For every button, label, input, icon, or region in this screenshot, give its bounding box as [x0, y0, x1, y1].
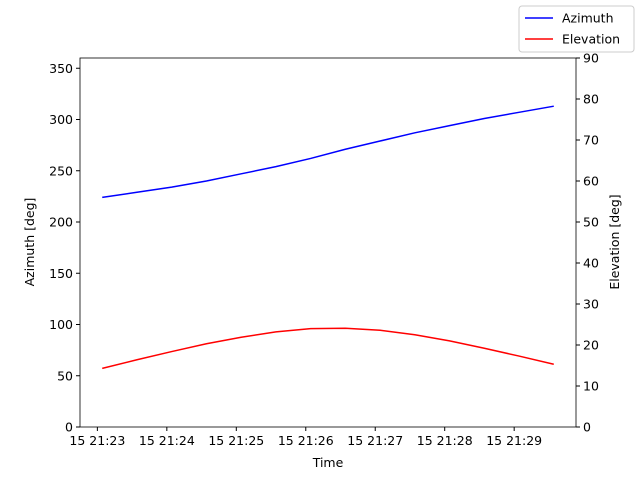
y-tick-label: 0: [65, 420, 73, 435]
series-line: [102, 105, 554, 199]
x-axis-label: Time: [312, 455, 344, 470]
plot-frame: [79, 57, 577, 428]
y2-tick-label: 80: [583, 92, 599, 107]
y-tick-label: 200: [49, 215, 73, 230]
y2-tick-label: 40: [583, 256, 599, 271]
y-tick-label: 100: [49, 317, 73, 332]
y2-tick-label: 30: [583, 297, 599, 312]
x-tick-label: 15 21:24: [139, 433, 195, 448]
x-tick-label: 15 21:28: [417, 433, 473, 448]
y2-tick-label: 0: [583, 420, 591, 435]
y-tick-label: 250: [49, 163, 73, 178]
y-tick-label: 300: [49, 112, 73, 127]
y-tick-label: 350: [49, 61, 73, 76]
y2-tick-label: 20: [583, 338, 599, 353]
y2-tick-label: 60: [583, 174, 599, 189]
x-tick-label: 15 21:25: [208, 433, 264, 448]
y2-tick-label: 10: [583, 379, 599, 394]
x-tick-label: 15 21:26: [278, 433, 334, 448]
series-line: [102, 327, 554, 370]
legend-label: Azimuth: [562, 11, 614, 26]
x-tick-label: 15 21:23: [69, 433, 125, 448]
legend-label: Elevation: [562, 32, 620, 47]
y-axis-label: Azimuth [deg]: [22, 198, 37, 287]
x-tick-label: 15 21:27: [347, 433, 403, 448]
y2-tick-label: 90: [583, 51, 599, 66]
y2-tick-label: 50: [583, 215, 599, 230]
y-tick-label: 150: [49, 266, 73, 281]
y2-axis-label: Elevation [deg]: [607, 194, 622, 289]
y2-tick-label: 70: [583, 133, 599, 148]
x-tick-label: 15 21:29: [486, 433, 542, 448]
y-tick-label: 50: [57, 368, 73, 383]
